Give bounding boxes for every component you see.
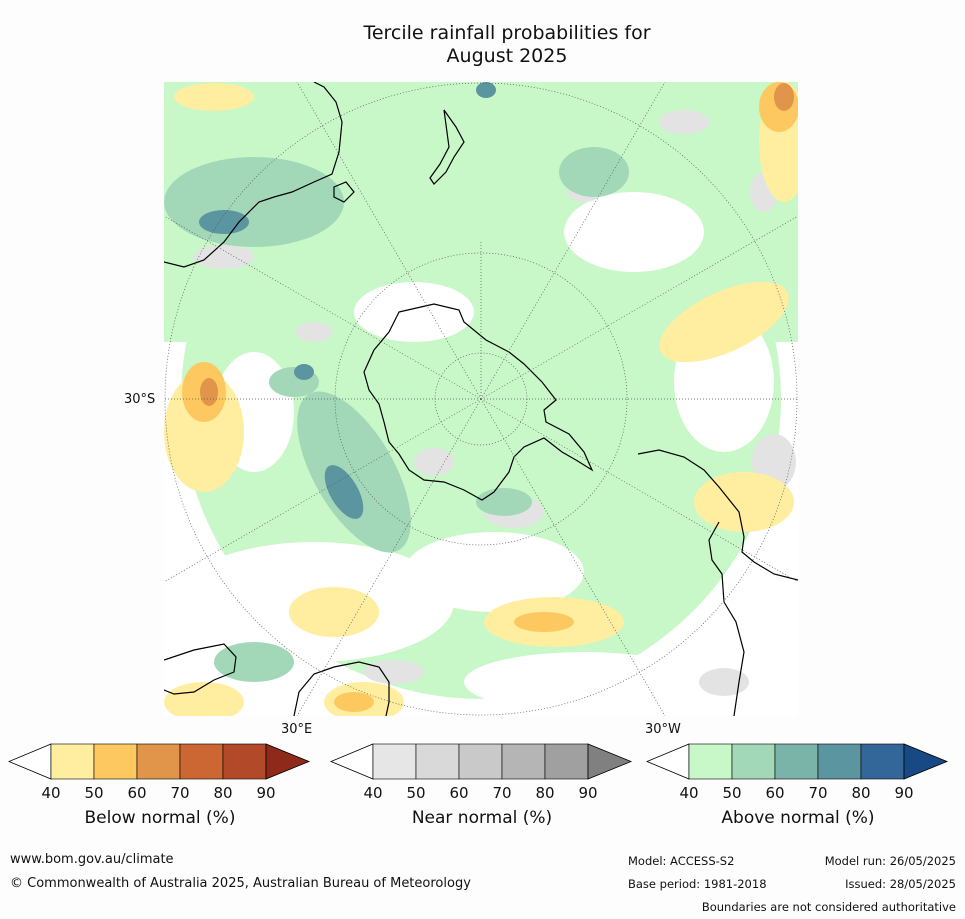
tick-label: 40 <box>363 784 383 802</box>
tick-label: 90 <box>578 784 598 802</box>
tick-label: 50 <box>722 784 742 802</box>
longitude-label-30w: 30°W <box>645 722 681 737</box>
new-zealand-outline <box>429 109 465 185</box>
latitude-label-30s: 30°S <box>124 392 156 407</box>
colorbar-above-title: Above normal (%) <box>721 808 875 828</box>
tick-label: 80 <box>213 784 233 802</box>
above-normal-very-strong-regions <box>199 82 496 519</box>
colorbar-below-title: Below normal (%) <box>84 808 236 828</box>
tick-label: 80 <box>535 784 555 802</box>
polar-map <box>164 82 798 716</box>
tick-label: 60 <box>449 784 469 802</box>
footer-url: www.bom.gov.au/climate <box>10 852 174 867</box>
tick-label: 50 <box>406 784 426 802</box>
colorbar-segment <box>415 743 460 780</box>
colorbar-segment <box>372 743 417 780</box>
tick-label: 60 <box>765 784 785 802</box>
longitude-label-30e: 30°E <box>281 722 313 737</box>
title-line-2: August 2025 <box>446 45 568 67</box>
tick-label: 70 <box>492 784 512 802</box>
title-line-1: Tercile rainfall probabilities for <box>363 22 651 44</box>
tick-label: 90 <box>256 784 276 802</box>
tick-label: 90 <box>894 784 914 802</box>
south-america-outline <box>637 449 798 716</box>
colorbar-near-title: Near normal (%) <box>411 808 553 828</box>
colorbar-extend-high <box>265 743 311 780</box>
tasmania-outline <box>333 181 355 203</box>
colorbar-segment <box>501 743 546 780</box>
colorbar-extend-low <box>8 743 52 780</box>
colorbar-segment <box>458 743 503 780</box>
graticule <box>164 82 798 716</box>
colorbar-segment <box>50 743 95 780</box>
footer-issued: Issued: 28/05/2025 <box>845 877 956 891</box>
colorbar-segment <box>136 743 181 780</box>
tick-label: 60 <box>127 784 147 802</box>
tick-label: 80 <box>851 784 871 802</box>
colorbar-above-normal <box>646 743 949 780</box>
map-svg <box>164 82 798 716</box>
colorbar-segment <box>179 743 224 780</box>
colorbar-segment <box>774 743 819 780</box>
colorbar-extend-high <box>587 743 633 780</box>
colorbar-extend-high <box>903 743 949 780</box>
colorbar-segment <box>222 743 267 780</box>
chart-title: Tercile rainfall probabilities for Augus… <box>307 22 707 68</box>
colorbar-segment <box>688 743 733 780</box>
footer-model-run: Model run: 26/05/2025 <box>824 854 956 868</box>
colorbar-segment <box>93 743 138 780</box>
footer-copyright: © Commonwealth of Australia 2025, Austra… <box>10 876 471 891</box>
tick-label: 40 <box>41 784 61 802</box>
tick-label: 50 <box>84 784 104 802</box>
colorbar-segment <box>544 743 589 780</box>
footer-disclaimer: Boundaries are not considered authoritat… <box>701 900 956 914</box>
colorbar-near-normal <box>330 743 633 780</box>
tick-label: 40 <box>679 784 699 802</box>
colorbar-segment <box>817 743 862 780</box>
antarctica-outline <box>363 303 594 501</box>
no-signal-regions <box>174 192 774 712</box>
tick-label: 70 <box>170 784 190 802</box>
colorbar-extend-low <box>330 743 374 780</box>
colorbar-extend-low <box>646 743 690 780</box>
tick-label: 70 <box>808 784 828 802</box>
colorbar-segment <box>731 743 776 780</box>
footer-base-period: Base period: 1981-2018 <box>628 877 767 891</box>
colorbar-below-normal <box>8 743 311 780</box>
australia-outline <box>164 82 343 268</box>
footer-model: Model: ACCESS-S2 <box>628 854 735 868</box>
colorbar-segment <box>860 743 905 780</box>
africa-outline <box>164 643 390 716</box>
